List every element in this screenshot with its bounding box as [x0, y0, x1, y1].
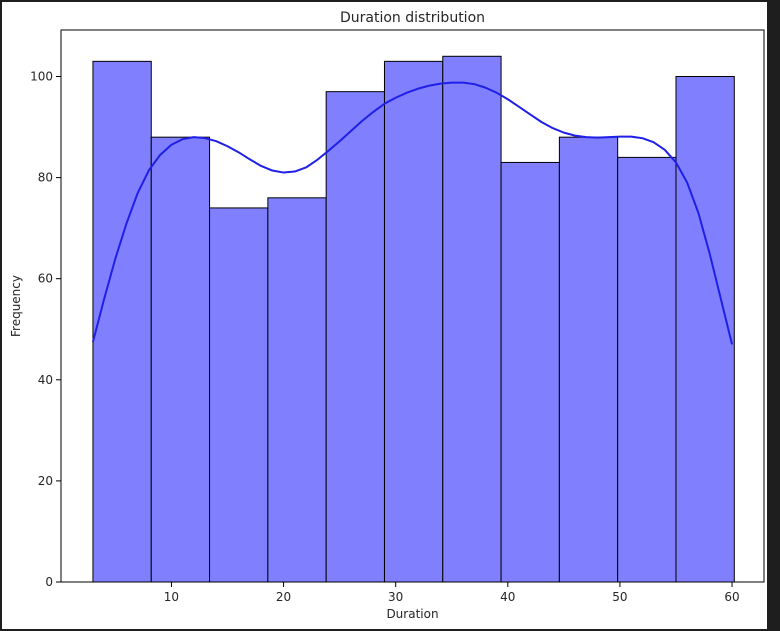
histogram-bar-7 [442, 55, 502, 583]
histogram-bar-3 [209, 207, 269, 583]
histogram-bar-5 [325, 91, 385, 583]
y-axis-label: Frequency [9, 275, 23, 337]
y-axis-ticks: 0 20 40 60 80 100 [30, 70, 61, 589]
x-axis-label: Duration [386, 607, 438, 621]
y-tick-label: 60 [38, 272, 53, 286]
x-axis-ticks: 10 20 30 40 50 60 [164, 582, 740, 604]
x-tick-label: 60 [724, 590, 739, 604]
y-tick-label: 80 [38, 171, 53, 185]
histogram-bar-9 [558, 136, 619, 583]
x-tick-label: 20 [276, 590, 291, 604]
plot-frame [60, 29, 765, 583]
x-tick-label: 50 [612, 590, 627, 604]
x-tick-label: 30 [388, 590, 403, 604]
y-tick-label: 20 [38, 474, 53, 488]
histogram-bar-6 [383, 60, 444, 583]
y-tick-label: 100 [30, 70, 53, 84]
kde-curve [91, 81, 734, 345]
histogram-bar-2 [150, 136, 211, 583]
chart-title: Duration distribution [340, 10, 485, 26]
histogram-bar-1 [92, 60, 152, 583]
y-tick-label: 0 [45, 575, 53, 589]
histogram-bar-4 [267, 197, 327, 583]
histogram-chart: 10 20 30 40 50 60 0 20 40 60 80 100 Duration distr… [9, 10, 765, 621]
histogram-bar-8 [500, 161, 560, 583]
x-tick-label: 40 [500, 590, 515, 604]
x-tick-label: 10 [164, 590, 179, 604]
histogram-bar-10 [617, 156, 677, 583]
y-tick-label: 40 [38, 373, 53, 387]
histogram-bars [92, 55, 735, 583]
histogram-bar-11 [675, 76, 735, 583]
chart-figure: 10 20 30 40 50 60 0 20 40 60 80 100 Duration distr… [2, 2, 767, 629]
